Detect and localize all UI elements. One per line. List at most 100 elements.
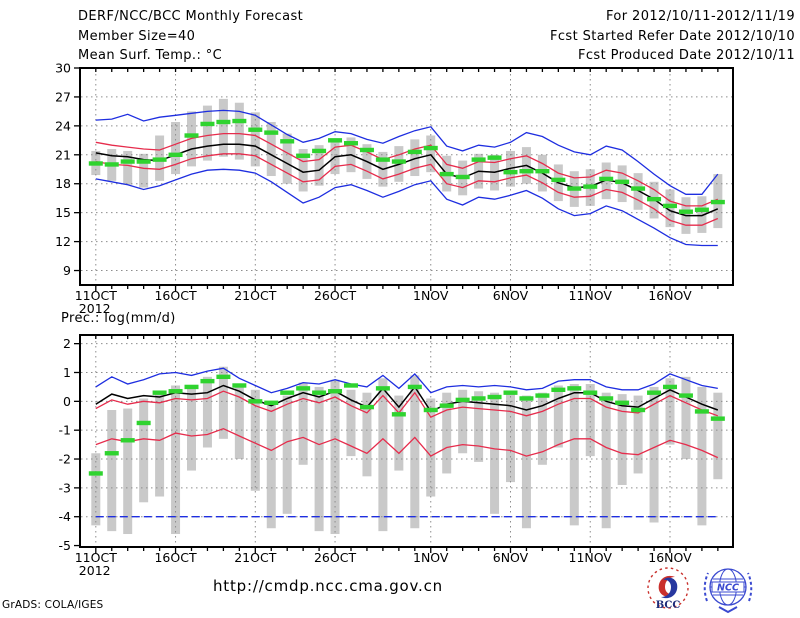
green-dash <box>216 374 231 380</box>
green-dash <box>423 145 438 151</box>
spread-bar <box>697 196 707 233</box>
green-dash <box>535 393 550 398</box>
axis-labels: 2 1 0 -1 -2 -3 -4 -5 11OCT 16OCT 21OCT 26OCT 1NOV 6NO… <box>59 336 693 578</box>
spread-bar <box>298 382 308 465</box>
spread-bar <box>537 392 547 465</box>
green-dash <box>439 403 454 408</box>
y-tick-label: 27 <box>55 89 71 104</box>
y-tick-label: -3 <box>59 480 71 495</box>
ensemble-mean-line <box>95 384 719 413</box>
green-dash <box>439 171 454 177</box>
x-axis-year-label: 2012 <box>79 563 111 578</box>
green-dash <box>200 378 215 384</box>
y-tick-label: 30 <box>55 61 71 76</box>
green-dash <box>359 147 374 153</box>
green-dash <box>455 174 470 180</box>
green-dash <box>104 162 119 167</box>
y-tick-label: -4 <box>59 509 72 524</box>
green-dash <box>328 138 343 143</box>
green-dash <box>407 384 422 390</box>
gridlines <box>81 69 732 284</box>
y-tick-label: 24 <box>55 118 71 133</box>
spread-bar <box>633 173 643 210</box>
spread-bar <box>314 145 324 186</box>
green-dash <box>200 121 215 127</box>
green-dash <box>663 384 677 390</box>
green-dash <box>152 157 167 162</box>
y-tick-label: 2 <box>63 336 71 351</box>
green-dash <box>359 404 374 410</box>
spread-bar <box>187 386 196 471</box>
green-dash <box>519 396 534 401</box>
y-tick-label: 12 <box>55 234 71 249</box>
lower-quartile-line <box>95 427 719 459</box>
spread-bar <box>218 366 228 439</box>
green-dash <box>694 409 709 414</box>
y-tick-label: 18 <box>55 176 71 191</box>
spread-bar <box>617 394 627 485</box>
spread-bar <box>314 386 324 532</box>
x-tick-label: 6NOV <box>493 288 529 303</box>
green-dash <box>455 397 470 403</box>
y-tick-label: 9 <box>63 263 71 278</box>
green-dash <box>296 153 311 158</box>
green-dash <box>471 157 486 162</box>
green-dash <box>104 451 119 456</box>
spread-bar <box>378 378 388 532</box>
spread-bar <box>123 408 133 535</box>
x-tick-label: 11NOV <box>569 550 613 565</box>
spread-bar <box>91 453 101 526</box>
axis-ticks <box>74 335 719 553</box>
prec-chart-title: Prec.: log(mm/d) <box>61 311 176 326</box>
plot-frame <box>79 334 734 548</box>
green-dash <box>615 400 630 405</box>
green-dash <box>407 149 422 155</box>
green-dash <box>168 152 183 157</box>
spread-bar <box>410 139 420 177</box>
green-dash <box>567 386 582 391</box>
x-tick-label: 16NOV <box>648 550 692 565</box>
green-dash <box>248 399 263 404</box>
green-dash <box>423 407 438 413</box>
spread-bar <box>298 149 308 192</box>
x-tick-label: 1NOV <box>413 550 449 565</box>
green-dash <box>120 438 135 443</box>
ensemble-max-line <box>95 109 719 195</box>
spread-bar <box>139 153 149 188</box>
green-dash <box>487 394 502 400</box>
observation-dashes <box>88 118 725 214</box>
gridlines <box>81 336 732 546</box>
spread-bar <box>123 150 133 185</box>
green-dash <box>168 389 183 394</box>
spread-bar <box>139 398 149 503</box>
green-dash <box>583 184 598 189</box>
spread-bar <box>665 189 675 228</box>
green-dash <box>280 390 295 395</box>
green-dash <box>232 383 247 388</box>
spread-bar <box>282 395 292 514</box>
x-axis-year-label: 2012 <box>79 301 111 316</box>
green-dash <box>296 386 311 391</box>
spread-bar <box>266 404 276 529</box>
temp-chart: 30 27 24 21 18 15 12 9 11OCT 16OCT 21OCT 26OCT 1NOV 6… <box>55 61 734 317</box>
bcc-logo-ring <box>647 567 689 609</box>
green-dash <box>88 471 103 476</box>
ncc-logo-laurel-left <box>703 572 709 602</box>
green-dash <box>631 186 646 191</box>
green-dash <box>647 196 662 202</box>
green-dash <box>647 390 662 395</box>
spread-bar <box>250 389 260 491</box>
upper-quartile-line <box>95 390 719 419</box>
green-dash <box>535 168 550 174</box>
green-dash <box>487 155 502 160</box>
spread-bar <box>410 375 420 529</box>
ensemble-spread-bars <box>91 366 723 535</box>
spread-bar <box>553 385 563 448</box>
y-tick-label: -5 <box>59 538 71 553</box>
x-tick-label: 11NOV <box>569 288 613 303</box>
green-dash <box>136 420 151 426</box>
spread-bar <box>681 376 691 460</box>
axis-labels: 30 27 24 21 18 15 12 9 11OCT 16OCT 21OCT 26OCT 1NOV 6… <box>55 61 692 317</box>
upper-quartile-line <box>95 132 719 207</box>
fcst-produced-label: Fcst Produced Date 2012/10/11 <box>577 48 795 63</box>
